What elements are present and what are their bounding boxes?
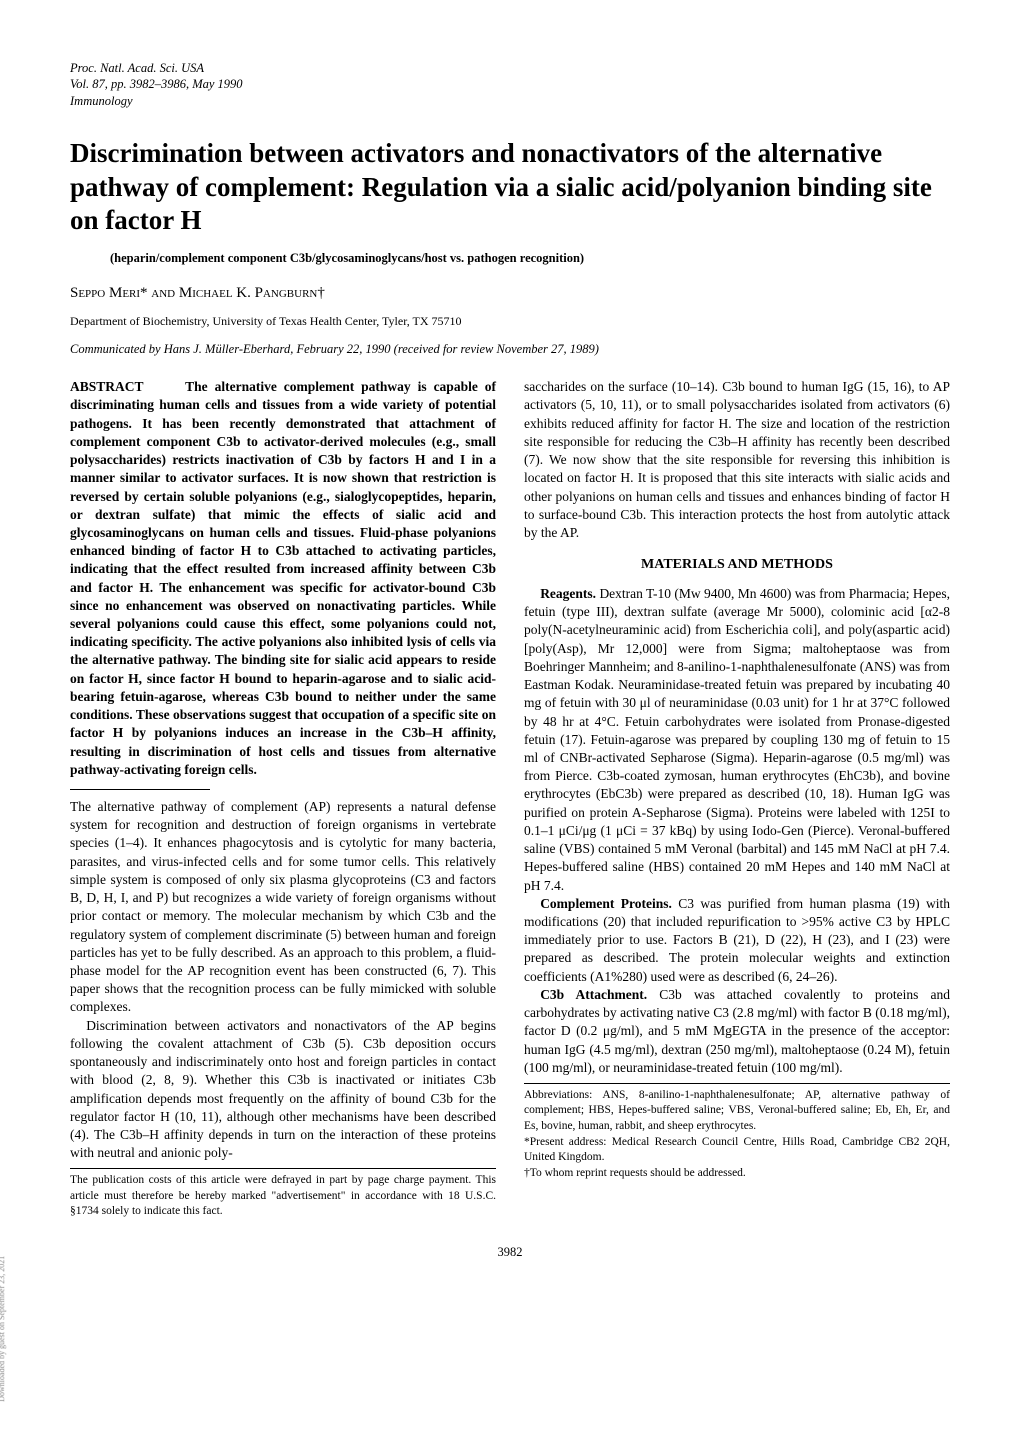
footnote-left: The publication costs of this article we… [70,1168,496,1220]
journal-header: Proc. Natl. Acad. Sci. USA Vol. 87, pp. … [70,60,950,109]
keywords: (heparin/complement component C3b/glycos… [110,250,950,267]
reagents-body: Dextran T-10 (Mw 9400, Mn 4600) was from… [524,586,950,893]
body-columns: ABSTRACT The alternative complement path… [70,378,950,1220]
attachment-label: C3b Attachment. [540,987,647,1002]
page-number: 3982 [70,1244,950,1261]
abstract-label: ABSTRACT [70,379,144,394]
intro-paragraph-2: Discrimination between activators and no… [70,1017,496,1163]
reprint-requests-note: †To whom reprint requests should be addr… [524,1166,950,1182]
materials-heading: MATERIALS AND METHODS [524,556,950,575]
article-title: Discrimination between activators and no… [70,137,950,238]
journal-volume: Vol. 87, pp. 3982–3986, May 1990 [70,76,950,92]
col2-continuation: saccharides on the surface (10–14). C3b … [524,378,950,542]
affiliation: Department of Biochemistry, University o… [70,313,950,329]
journal-name: Proc. Natl. Acad. Sci. USA [70,60,950,76]
complement-label: Complement Proteins. [540,896,672,911]
abstract-block: ABSTRACT The alternative complement path… [70,378,496,779]
reagents-label: Reagents. [540,586,596,601]
publication-costs-note: The publication costs of this article we… [70,1174,496,1217]
download-watermark: Downloaded by guest on September 23, 202… [0,1256,8,1402]
abbreviations-note: Abbreviations: ANS, 8-anilino-1-naphthal… [524,1088,950,1135]
footnote-rule [70,1168,496,1169]
footnote-rule-right [524,1083,950,1084]
present-address-note: *Present address: Medical Research Counc… [524,1135,950,1166]
authors: Seppo Meri* and Michael K. Pangburn† [70,283,950,303]
complement-paragraph: Complement Proteins. C3 was purified fro… [524,895,950,986]
journal-section: Immunology [70,93,950,109]
divider [70,789,210,790]
intro-paragraph-1: The alternative pathway of complement (A… [70,798,496,1017]
attachment-paragraph: C3b Attachment. C3b was attached covalen… [524,986,950,1077]
footnote-right: Abbreviations: ANS, 8-anilino-1-naphthal… [524,1083,950,1181]
reagents-paragraph: Reagents. Dextran T-10 (Mw 9400, Mn 4600… [524,585,950,895]
abstract-text: The alternative complement pathway is ca… [70,379,496,777]
communicated-by: Communicated by Hans J. Müller-Eberhard,… [70,341,950,358]
